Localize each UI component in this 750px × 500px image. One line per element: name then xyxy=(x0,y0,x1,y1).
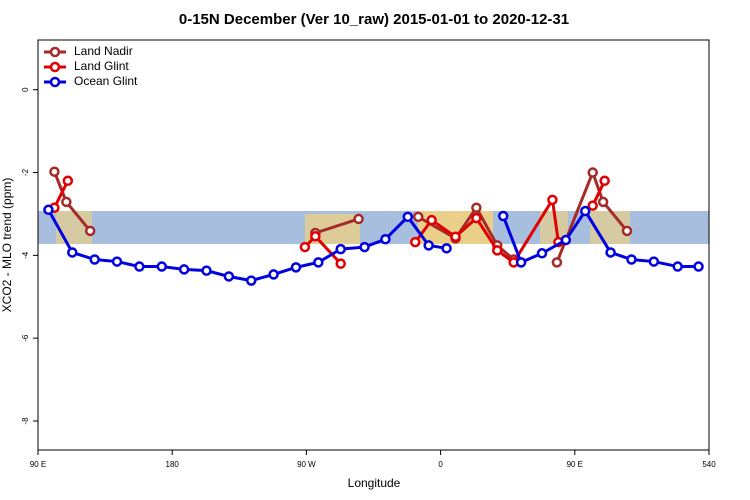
data-point xyxy=(599,175,610,187)
data-point xyxy=(626,254,637,265)
x-axis-label: Longitude xyxy=(348,476,401,490)
data-point xyxy=(201,265,212,276)
data-point xyxy=(84,225,96,237)
chart-title: 0-15N December (Ver 10_raw) 2015-01-01 t… xyxy=(179,11,569,28)
data-point xyxy=(410,236,421,248)
data-point xyxy=(62,175,74,187)
data-point xyxy=(380,233,391,245)
x-tick-label: 90 W xyxy=(297,460,316,469)
data-point xyxy=(111,256,123,267)
data-point xyxy=(547,194,558,206)
map-strip xyxy=(38,211,709,244)
data-point xyxy=(299,241,311,253)
data-point xyxy=(402,211,414,223)
data-point xyxy=(515,257,527,268)
data-point xyxy=(587,167,598,178)
data-point xyxy=(156,261,168,272)
y-tick-label: -6 xyxy=(21,334,30,342)
y-tick-label: -4 xyxy=(21,251,30,259)
y-axis-label: XCO2 - MLO trend (ppm) xyxy=(0,178,14,313)
data-point xyxy=(551,257,563,268)
data-point xyxy=(335,258,346,269)
plot-area xyxy=(43,166,704,286)
data-point xyxy=(648,256,660,267)
data-point xyxy=(471,202,482,213)
legend-label: Land Nadir xyxy=(74,44,133,58)
data-point xyxy=(579,205,591,217)
data-point xyxy=(497,210,509,222)
y-tick-label: -8 xyxy=(21,417,30,425)
x-tick-label: 90 E xyxy=(567,460,583,469)
legend-marker xyxy=(49,46,61,58)
data-point xyxy=(423,240,434,251)
x-tick-label: 90 E xyxy=(30,460,46,469)
data-point xyxy=(672,261,683,272)
data-point xyxy=(67,247,78,258)
legend-marker xyxy=(49,61,61,73)
data-point xyxy=(492,245,503,256)
data-point xyxy=(223,271,235,282)
legend-marker xyxy=(49,76,61,88)
data-point xyxy=(359,241,370,253)
data-point xyxy=(61,196,72,208)
data-point xyxy=(178,264,190,275)
data-point xyxy=(441,243,452,254)
data-point xyxy=(268,269,279,280)
data-point xyxy=(313,257,324,268)
data-point xyxy=(560,234,572,246)
data-point xyxy=(49,166,60,177)
data-point xyxy=(89,254,100,265)
y-tick-label: 0 xyxy=(21,87,30,92)
data-point xyxy=(426,214,437,226)
legend-label: Land Glint xyxy=(74,59,129,73)
data-point xyxy=(693,261,704,272)
data-point xyxy=(587,200,598,211)
legend-label: Ocean Glint xyxy=(74,74,138,88)
data-point xyxy=(134,261,145,272)
data-point xyxy=(43,204,54,216)
data-point xyxy=(245,275,257,286)
x-tick-label: 540 xyxy=(702,460,716,469)
data-point xyxy=(290,262,302,273)
data-point xyxy=(597,196,609,208)
data-point xyxy=(335,243,346,255)
data-point xyxy=(310,231,321,242)
data-point xyxy=(536,248,548,259)
x-tick-label: 180 xyxy=(166,460,180,469)
data-point xyxy=(471,212,482,224)
x-tick-label: 0 xyxy=(438,460,443,469)
y-tick-label: -2 xyxy=(21,168,30,176)
plot-frame xyxy=(37,39,710,451)
data-point xyxy=(412,211,424,223)
data-point xyxy=(621,225,633,237)
data-point xyxy=(353,213,364,225)
data-point xyxy=(450,231,461,242)
data-point xyxy=(605,247,616,258)
